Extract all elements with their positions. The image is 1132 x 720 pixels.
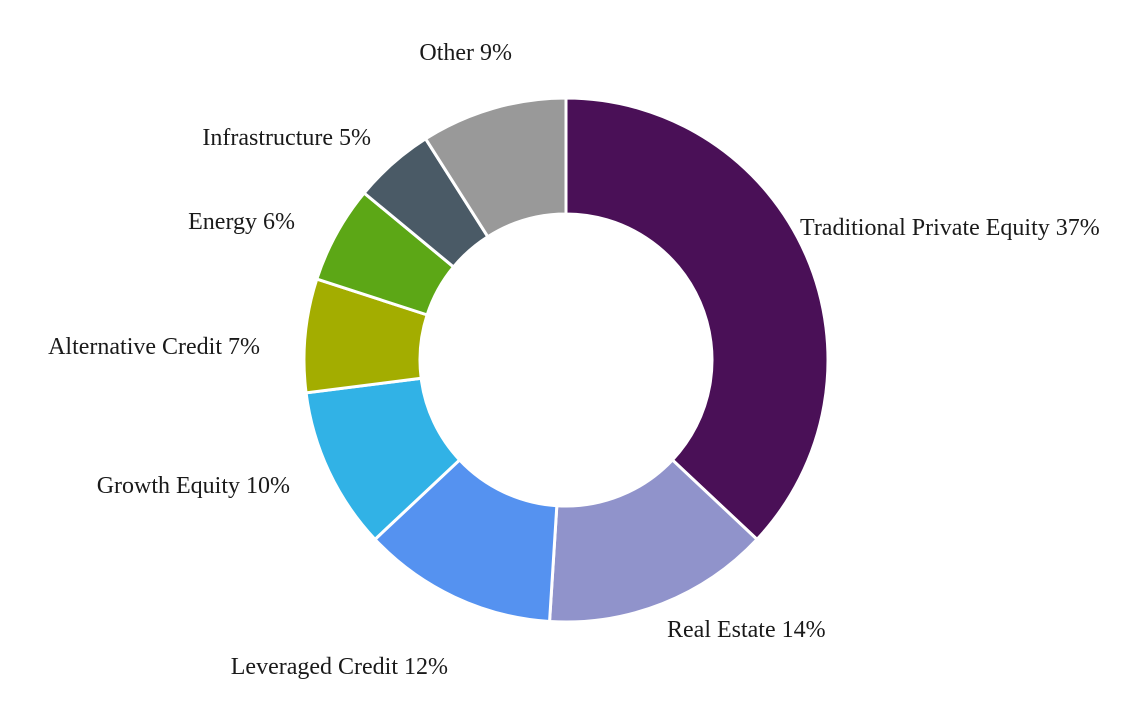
label-alternative-credit: Alternative Credit 7% — [48, 334, 260, 360]
label-traditional-private-equity: Traditional Private Equity 37% — [800, 215, 1100, 241]
label-infrastructure: Infrastructure 5% — [202, 125, 371, 151]
label-real-estate: Real Estate 14% — [667, 617, 826, 643]
labels-group: Traditional Private Equity 37% Real Estat… — [48, 40, 1100, 680]
label-other: Other 9% — [419, 40, 512, 66]
label-leveraged-credit: Leveraged Credit 12% — [231, 654, 448, 680]
label-energy: Energy 6% — [188, 209, 295, 235]
slices-group — [302, 96, 830, 624]
label-growth-equity: Growth Equity 10% — [97, 473, 290, 499]
slice-other — [423, 96, 568, 239]
slice-traditional-private-equity — [564, 96, 830, 542]
slice-real-estate — [547, 457, 760, 624]
